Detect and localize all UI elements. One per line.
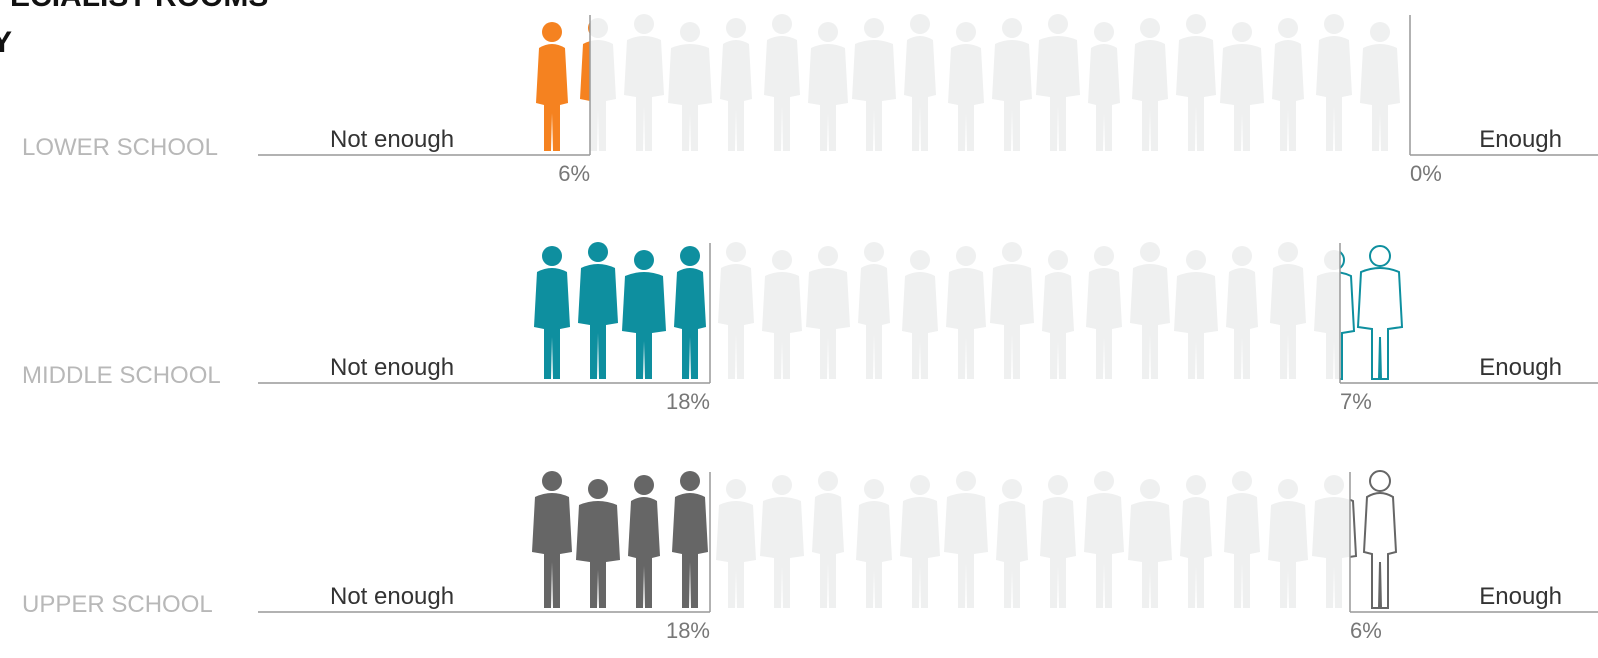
- enough-figures: [1340, 243, 1410, 383]
- value-label: 6%: [558, 161, 590, 186]
- not-enough-figures: [534, 242, 710, 383]
- chart-title: Y: [0, 26, 12, 59]
- not-enough-figures: [530, 15, 590, 155]
- right-label: Enough: [1479, 354, 1562, 381]
- value-label: 18%: [666, 618, 710, 643]
- value-label: 0%: [1410, 161, 1442, 186]
- right-label: Enough: [1479, 126, 1562, 153]
- category-label: UPPER SCHOOL: [22, 591, 213, 618]
- background-figures: [536, 14, 1400, 151]
- not-enough-figures: [532, 471, 710, 612]
- value-label: 6%: [1350, 618, 1382, 643]
- left-label: Not enough: [330, 354, 454, 381]
- category-label: LOWER SCHOOL: [22, 134, 218, 161]
- value-label: 18%: [666, 389, 710, 414]
- chart-title: D SPECIALIST ROOMS: [0, 0, 268, 13]
- left-label: Not enough: [330, 583, 454, 610]
- enough-figures: [1350, 470, 1410, 612]
- category-label: MIDDLE SCHOOL: [22, 362, 221, 389]
- right-label: Enough: [1479, 583, 1562, 610]
- left-label: Not enough: [330, 126, 454, 153]
- value-label: 7%: [1340, 389, 1372, 414]
